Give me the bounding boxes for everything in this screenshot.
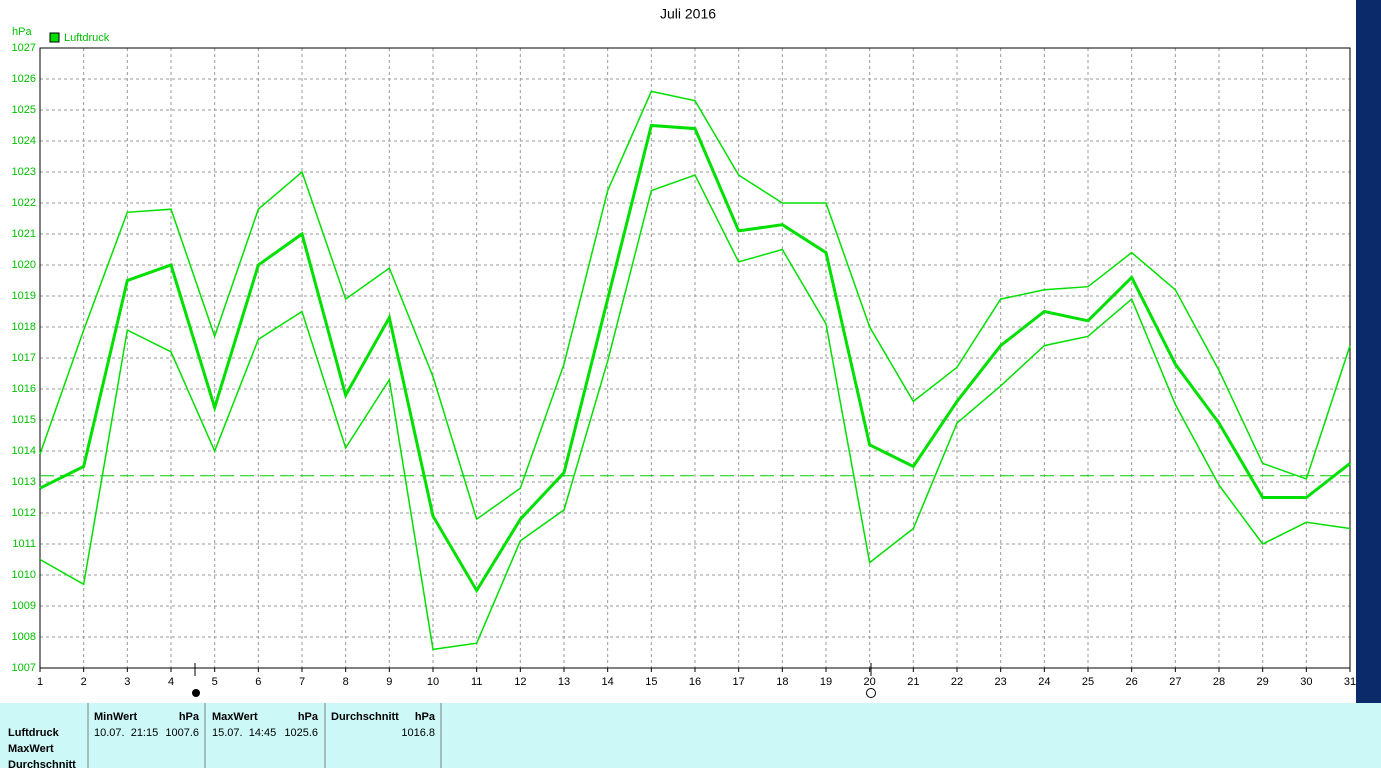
- x-tick-label: 27: [1169, 676, 1181, 688]
- x-tick-label: 7: [299, 676, 305, 688]
- y-tick-label: 1020: [12, 259, 36, 271]
- y-unit: hPa: [12, 26, 32, 38]
- y-tick-label: 1009: [12, 600, 36, 612]
- x-tick-label: 4: [168, 676, 174, 688]
- table-value: 1025.6: [284, 727, 318, 739]
- x-tick-label: 30: [1300, 676, 1312, 688]
- x-tick-label: 18: [776, 676, 788, 688]
- x-tick-label: 23: [995, 676, 1007, 688]
- x-tick-label: 25: [1082, 676, 1094, 688]
- max-line: [39, 90, 1351, 521]
- x-tick-label: 31: [1344, 676, 1356, 688]
- chart-title: Juli 2016: [660, 6, 716, 22]
- x-tick-label: 8: [343, 676, 349, 688]
- x-tick-label: 26: [1126, 676, 1138, 688]
- y-tick-label: 1027: [12, 42, 36, 54]
- y-tick-label: 1019: [12, 290, 36, 302]
- x-tick-label: 9: [386, 676, 392, 688]
- x-tick-label: 16: [689, 676, 701, 688]
- y-tick-label: 1015: [12, 414, 36, 426]
- full-moon-icon: [866, 688, 876, 698]
- min-line: [39, 174, 1351, 651]
- y-tick-label: 1018: [12, 321, 36, 333]
- y-tick-label: 1007: [12, 662, 36, 674]
- x-tick-label: 20: [864, 676, 876, 688]
- stats-table: MinWert hPa MaxWert hPa Durchschnitt hPa Luftd…: [8, 703, 442, 768]
- y-tick-label: 1008: [12, 631, 36, 643]
- legend-label: Luftdruck: [64, 32, 110, 44]
- table-value: 1016.8: [401, 727, 435, 739]
- x-tick-label: 21: [907, 676, 919, 688]
- x-tick-label: 12: [514, 676, 526, 688]
- x-tick-label: 2: [81, 676, 87, 688]
- x-tick-label: 29: [1257, 676, 1269, 688]
- x-tick-label: 28: [1213, 676, 1225, 688]
- y-tick-label: 1013: [12, 476, 36, 488]
- table-value: 10.07. 21:15: [94, 727, 158, 739]
- x-tick-label: 10: [427, 676, 439, 688]
- x-tick-label: 22: [951, 676, 963, 688]
- x-tick-label: 14: [602, 676, 614, 688]
- row-label: Luftdruck: [8, 727, 60, 739]
- x-tick-label: 19: [820, 676, 832, 688]
- y-tick-label: 1014: [12, 445, 36, 457]
- new-moon-icon: [192, 689, 200, 697]
- plot-area: 1007100810091010101110121013101410151016…: [12, 42, 1357, 688]
- y-tick-label: 1021: [12, 228, 36, 240]
- table-header-unit: hPa: [298, 711, 319, 723]
- table-value: 1007.6: [165, 727, 199, 739]
- x-tick-label: 6: [255, 676, 261, 688]
- y-tick-label: 1012: [12, 507, 36, 519]
- stats-panel: [0, 703, 1381, 768]
- x-tick-label: 1: [37, 676, 43, 688]
- desktop-strip: [1356, 0, 1381, 703]
- x-tick-label: 5: [212, 676, 218, 688]
- x-tick-label: 11: [471, 676, 482, 688]
- x-tick-label: 3: [124, 676, 130, 688]
- table-header-unit: hPa: [415, 711, 436, 723]
- table-value: 15.07. 14:45: [212, 727, 276, 739]
- y-tick-label: 1023: [12, 166, 36, 178]
- table-header: MaxWert: [212, 711, 258, 723]
- x-tick-label: 13: [558, 676, 570, 688]
- row-label: Durchschnitt: [8, 759, 76, 768]
- y-tick-label: 1025: [12, 104, 36, 116]
- x-tick-label: 17: [733, 676, 745, 688]
- row-label: MaxWert: [8, 743, 54, 755]
- y-tick-label: 1017: [12, 352, 36, 364]
- y-tick-label: 1016: [12, 383, 36, 395]
- mean-line: [39, 123, 1351, 594]
- plot-frame: [39, 47, 1351, 669]
- legend-swatch: [49, 32, 60, 43]
- y-tick-label: 1022: [12, 197, 36, 209]
- table-header-unit: hPa: [179, 711, 200, 723]
- y-tick-label: 1024: [12, 135, 36, 147]
- y-tick-label: 1011: [12, 538, 36, 550]
- table-header: Durchschnitt: [331, 711, 399, 723]
- y-tick-label: 1026: [12, 73, 36, 85]
- y-tick-label: 1010: [12, 569, 36, 581]
- x-tick-label: 15: [645, 676, 657, 688]
- table-header: MinWert: [94, 711, 138, 723]
- x-tick-label: 24: [1038, 676, 1050, 688]
